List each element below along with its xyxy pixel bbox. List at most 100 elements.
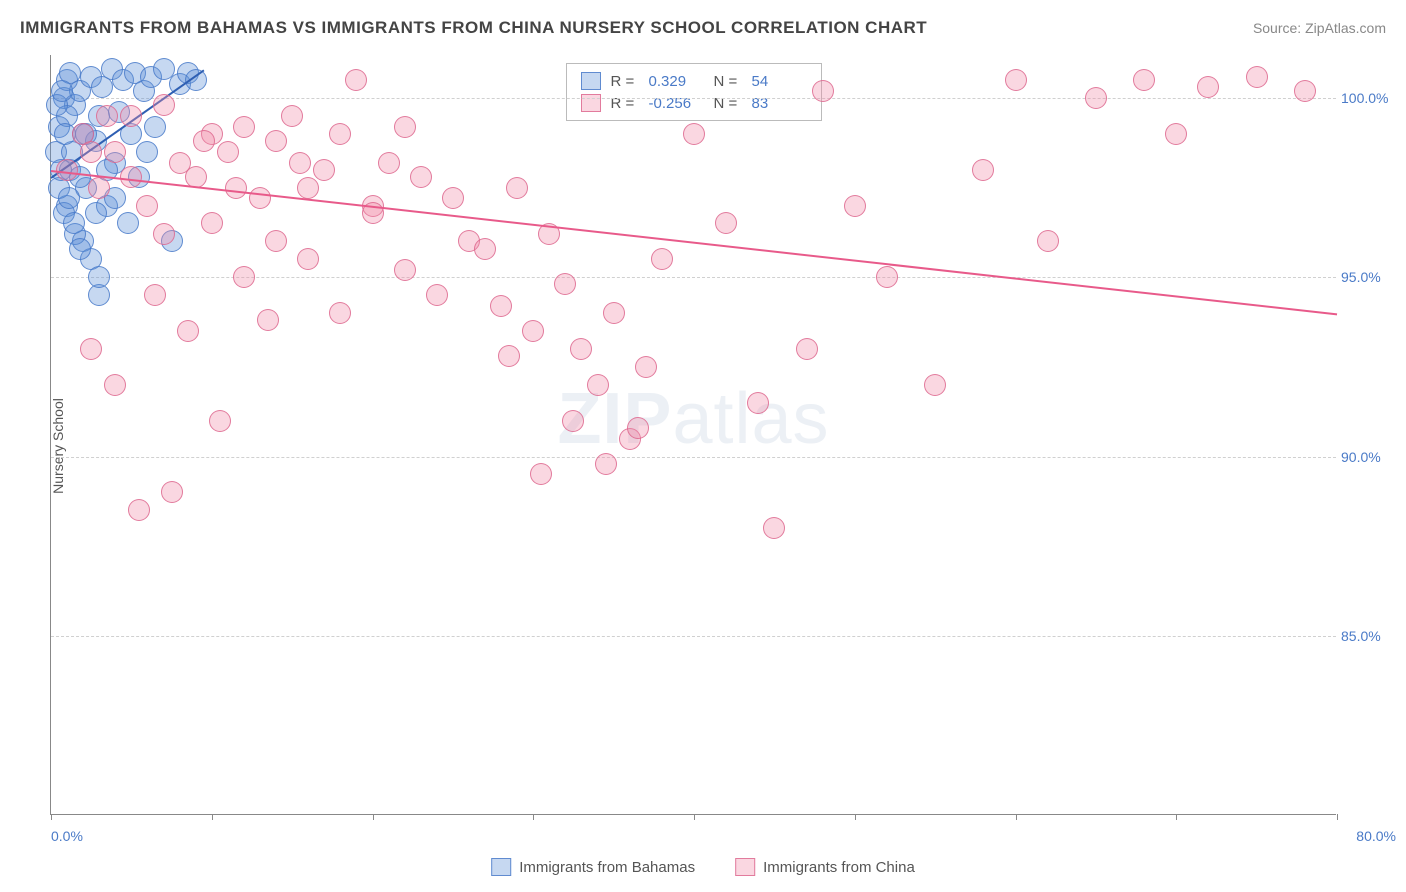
x-tick	[51, 814, 52, 820]
data-point	[603, 302, 625, 324]
data-point	[80, 141, 102, 163]
data-point	[570, 338, 592, 360]
legend-item-china: Immigrants from China	[735, 858, 915, 876]
data-point	[88, 177, 110, 199]
data-point	[747, 392, 769, 414]
data-point	[297, 177, 319, 199]
x-tick	[212, 814, 213, 820]
data-point	[80, 338, 102, 360]
y-tick-label: 95.0%	[1341, 269, 1396, 285]
data-point	[249, 187, 271, 209]
data-point	[1294, 80, 1316, 102]
data-point	[104, 141, 126, 163]
x-tick	[373, 814, 374, 820]
data-point	[329, 123, 351, 145]
data-point	[1085, 87, 1107, 109]
x-tick	[855, 814, 856, 820]
data-point	[201, 212, 223, 234]
x-tick	[1176, 814, 1177, 820]
data-point	[289, 152, 311, 174]
data-point	[345, 69, 367, 91]
swatch-china	[735, 858, 755, 876]
data-point	[683, 123, 705, 145]
x-tick	[1337, 814, 1338, 820]
data-point	[136, 195, 158, 217]
data-point	[265, 130, 287, 152]
gridline-h	[51, 457, 1336, 458]
scatter-chart: ZIPatlas R = 0.329 N = 54 R = -0.256 N =…	[50, 55, 1336, 815]
data-point	[651, 248, 673, 270]
data-point	[153, 94, 175, 116]
data-point	[120, 166, 142, 188]
data-point	[136, 141, 158, 163]
data-point	[1005, 69, 1027, 91]
chart-header: IMMIGRANTS FROM BAHAMAS VS IMMIGRANTS FR…	[20, 18, 1386, 38]
x-tick-label: 80.0%	[1356, 828, 1396, 844]
data-point	[627, 417, 649, 439]
gridline-h	[51, 98, 1336, 99]
y-tick-label: 90.0%	[1341, 449, 1396, 465]
data-point	[1133, 69, 1155, 91]
data-point	[554, 273, 576, 295]
data-point	[63, 212, 85, 234]
data-point	[225, 177, 247, 199]
data-point	[378, 152, 400, 174]
data-point	[313, 159, 335, 181]
legend-item-bahamas: Immigrants from Bahamas	[491, 858, 695, 876]
x-tick-label: 0.0%	[51, 828, 83, 844]
data-point	[56, 159, 78, 181]
data-point	[1197, 76, 1219, 98]
x-tick	[1016, 814, 1017, 820]
data-point	[257, 309, 279, 331]
x-tick	[694, 814, 695, 820]
data-point	[498, 345, 520, 367]
data-point	[117, 212, 139, 234]
data-point	[924, 374, 946, 396]
data-point	[153, 223, 175, 245]
data-point	[1037, 230, 1059, 252]
data-point	[88, 266, 110, 288]
stats-row-china: R = -0.256 N = 83	[581, 92, 807, 114]
swatch-bahamas	[491, 858, 511, 876]
swatch-china	[581, 94, 601, 112]
data-point	[193, 130, 215, 152]
data-point	[233, 116, 255, 138]
data-point	[144, 284, 166, 306]
data-point	[1165, 123, 1187, 145]
data-point	[96, 105, 118, 127]
data-point	[233, 266, 255, 288]
data-point	[394, 259, 416, 281]
y-tick-label: 100.0%	[1341, 90, 1396, 106]
chart-source: Source: ZipAtlas.com	[1253, 20, 1386, 36]
data-point	[1246, 66, 1268, 88]
data-point	[635, 356, 657, 378]
data-point	[522, 320, 544, 342]
data-point	[161, 481, 183, 503]
data-point	[530, 463, 552, 485]
trend-line	[51, 170, 1337, 315]
data-point	[120, 105, 142, 127]
chart-legend: Immigrants from Bahamas Immigrants from …	[491, 858, 915, 876]
correlation-stats-box: R = 0.329 N = 54 R = -0.256 N = 83	[566, 63, 822, 121]
data-point	[426, 284, 448, 306]
data-point	[128, 499, 150, 521]
data-point	[410, 166, 432, 188]
data-point	[144, 116, 166, 138]
data-point	[442, 187, 464, 209]
data-point	[812, 80, 834, 102]
data-point	[587, 374, 609, 396]
gridline-h	[51, 636, 1336, 637]
data-point	[104, 374, 126, 396]
data-point	[209, 410, 231, 432]
data-point	[506, 177, 528, 199]
y-tick-label: 85.0%	[1341, 628, 1396, 644]
data-point	[562, 410, 584, 432]
data-point	[265, 230, 287, 252]
data-point	[474, 238, 496, 260]
data-point	[69, 238, 91, 260]
x-tick	[533, 814, 534, 820]
data-point	[394, 116, 416, 138]
data-point	[763, 517, 785, 539]
data-point	[51, 80, 73, 102]
data-point	[217, 141, 239, 163]
